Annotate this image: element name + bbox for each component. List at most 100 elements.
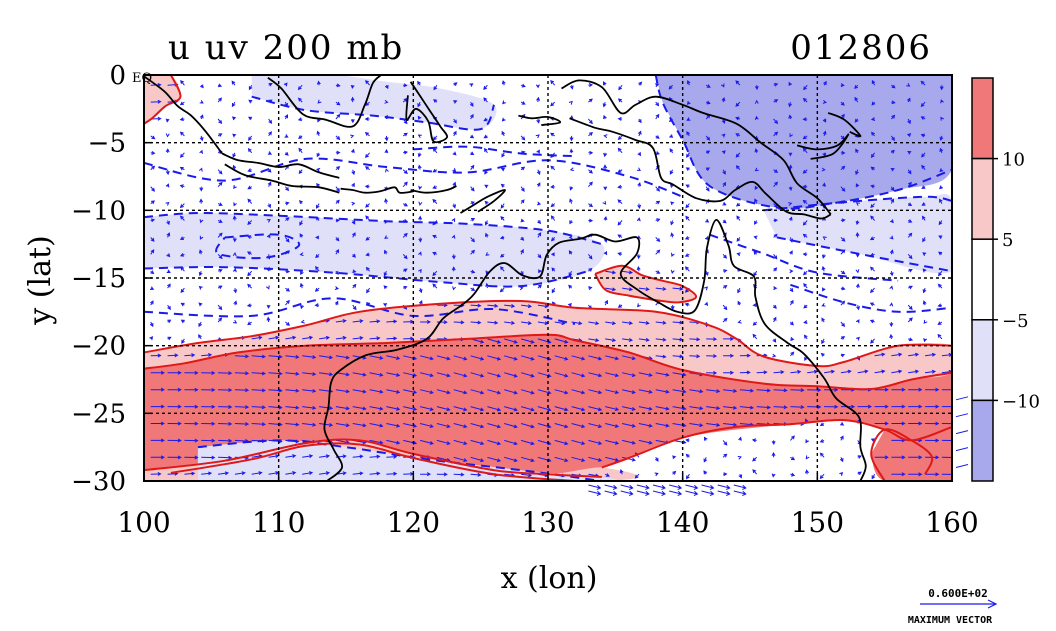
- wind-vector: [150, 150, 156, 155]
- wind-vector: [920, 101, 926, 108]
- wind-vector: [773, 370, 785, 375]
- colorbar: 10 5 −5 −10: [971, 77, 1040, 482]
- wind-vector: [771, 473, 776, 478]
- wind-vector: [788, 164, 793, 170]
- wind-vector: [167, 455, 182, 460]
- x-tick-label: 130: [521, 506, 574, 539]
- wind-vector: [180, 302, 185, 307]
- wind-vector: [855, 319, 860, 324]
- wind-vector: [315, 253, 320, 259]
- wind-vector: [521, 304, 533, 309]
- wind-vector: [436, 320, 448, 325]
- wind-vector: [840, 421, 845, 426]
- wind-vector: [297, 117, 303, 122]
- wind-vector: [403, 150, 409, 155]
- wind-vector: [402, 268, 408, 273]
- wind-vector: [150, 218, 156, 223]
- wind-vector: [672, 286, 684, 291]
- wind-vector: [351, 201, 356, 206]
- wind-vector: [453, 130, 457, 137]
- wind-vector: [418, 215, 423, 221]
- wind-vector: [180, 79, 185, 86]
- map-date-label: 012806: [790, 28, 932, 68]
- wind-vector: [636, 167, 641, 172]
- wind-vector: [822, 287, 826, 292]
- wind-vector: [386, 336, 398, 341]
- wind-vector: [165, 201, 170, 206]
- wind-vector: [689, 406, 704, 411]
- wind-vector: [670, 232, 675, 238]
- wind-vector: [537, 220, 542, 225]
- wind-vector: [685, 184, 690, 188]
- wind-vector: [855, 148, 859, 154]
- wind-vector: [550, 203, 556, 208]
- wind-vector: [550, 184, 555, 189]
- y-tick-label: −25: [71, 399, 126, 429]
- wind-vector: [908, 268, 913, 273]
- wind-vector: [452, 181, 457, 187]
- wind-vector: [150, 99, 162, 104]
- wind-vector: [605, 456, 620, 462]
- wind-vector: [637, 118, 642, 124]
- wind-vector: [554, 338, 569, 344]
- positive-contour: [870, 428, 934, 481]
- positive-contour: [144, 75, 182, 125]
- wind-vector: [790, 388, 805, 393]
- wind-vector: [807, 388, 822, 392]
- wind-vector: [267, 151, 273, 155]
- wind-vector: [453, 320, 465, 325]
- wind-vector: [637, 303, 641, 308]
- wind-vector: [550, 101, 556, 107]
- wind-vector: [789, 250, 793, 255]
- wind-vector: [232, 237, 237, 243]
- wind-vector: [201, 353, 213, 357]
- wind-vector: [705, 167, 710, 172]
- wind-vector: [617, 169, 623, 174]
- wind-vector: [941, 389, 952, 391]
- wind-vector: [520, 186, 525, 192]
- wind-vector: [822, 100, 827, 104]
- wind-vector: [807, 404, 822, 409]
- wind-vector: [265, 285, 270, 290]
- wind-vector: [166, 253, 171, 258]
- wind-vector: [251, 422, 266, 427]
- shaded-region-strong-neg: [655, 75, 952, 209]
- colorbar-swatch: [971, 77, 994, 160]
- wind-vector: [923, 319, 928, 324]
- wind-vector: [369, 454, 381, 459]
- wind-vector: [906, 97, 911, 103]
- negative-contour: [215, 233, 301, 260]
- wind-vector: [788, 152, 793, 157]
- wind-vector: [855, 169, 859, 176]
- wind-vector: [453, 389, 468, 395]
- wind-vector: [789, 269, 794, 274]
- wind-vector: [502, 100, 506, 105]
- wind-vector: [234, 371, 250, 376]
- wind-vector: [921, 185, 926, 189]
- wind-vector: [384, 198, 388, 204]
- wind-vector: [869, 236, 875, 241]
- wind-vector: [621, 439, 636, 445]
- wind-vector: [520, 439, 535, 446]
- wind-vector: [314, 287, 320, 292]
- wind-vector: [384, 99, 389, 104]
- wind-vector: [352, 253, 356, 258]
- wind-vector: [550, 80, 556, 86]
- wind-vector: [603, 164, 608, 170]
- wind-vector: [733, 484, 747, 490]
- y-tick-label: −15: [71, 264, 126, 294]
- map-plot-area: [143, 74, 953, 482]
- wind-vector: [891, 387, 906, 392]
- wind-vector: [955, 396, 969, 401]
- wind-vector: [366, 287, 371, 294]
- wind-vector: [907, 151, 912, 155]
- wind-vector: [854, 96, 859, 103]
- wind-vector: [298, 135, 303, 139]
- wind-vector: [266, 316, 271, 323]
- wind-vector: [268, 422, 283, 427]
- wind-vector: [386, 319, 398, 324]
- wind-vector: [218, 471, 230, 476]
- wind-vector: [283, 82, 288, 87]
- wind-vector: [940, 99, 944, 104]
- wind-vector: [504, 423, 518, 429]
